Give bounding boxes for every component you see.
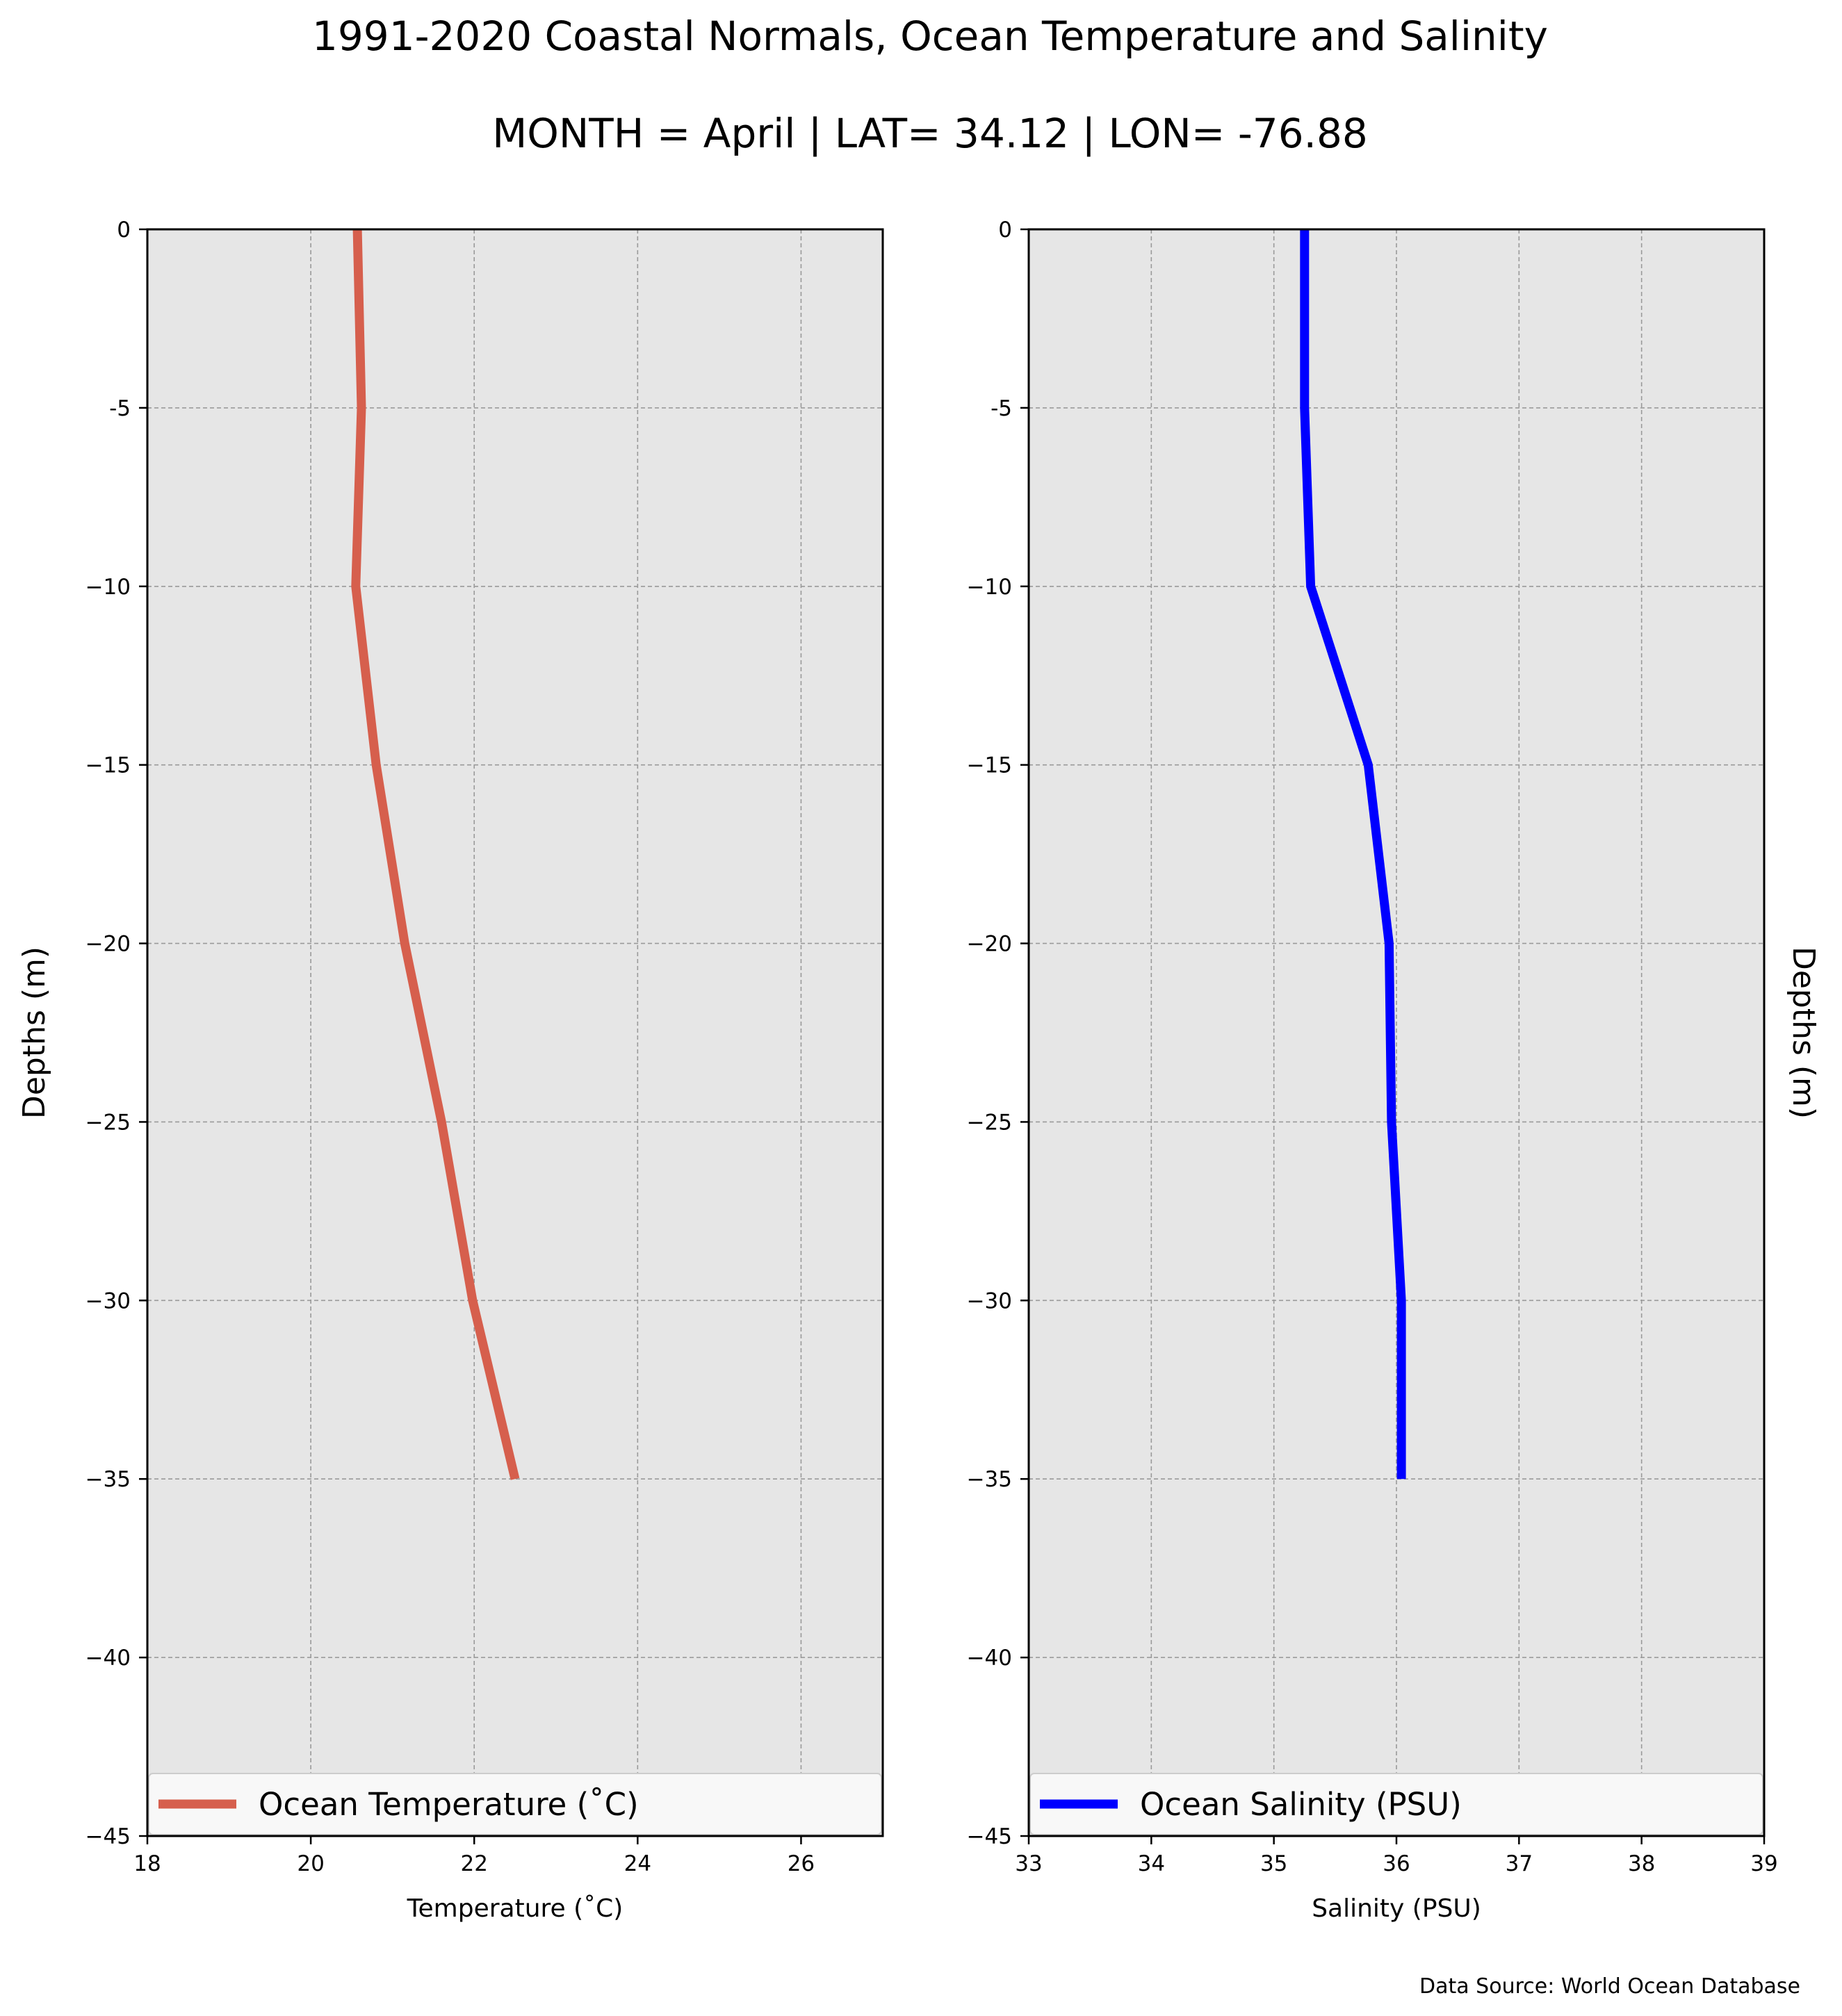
temperature-gridlines <box>147 229 883 1837</box>
salinity-legend: Ocean Salinity (PSU) <box>1029 1773 1763 1835</box>
temperature-y-tick-label: −10 <box>85 575 131 600</box>
temperature-y-axis-label: Depths (m) <box>17 946 52 1119</box>
temperature-y-tick-label: −25 <box>85 1110 131 1135</box>
data-source-note: Data Source: World Ocean Database <box>1419 1974 1800 1999</box>
salinity-y-tick-label: −20 <box>967 932 1012 957</box>
salinity-y-tick-label: −30 <box>967 1288 1012 1313</box>
salinity-y-tick-label: -5 <box>991 396 1012 421</box>
temperature-y-tick-label: −20 <box>85 932 131 957</box>
temperature-panel: Ocean Temperature (˚C) 18 20 22 24 26 0 -5 −10 −… <box>17 218 884 1923</box>
temperature-x-tick-label: 26 <box>788 1851 815 1876</box>
temperature-x-tick-label: 22 <box>460 1851 487 1876</box>
salinity-profile-line <box>1300 229 1406 1480</box>
salinity-x-tick-label: 37 <box>1506 1851 1533 1876</box>
temperature-y-tick-label: −15 <box>85 753 131 778</box>
salinity-y-tick-label: −35 <box>967 1467 1012 1492</box>
salinity-y-axis-label: Depths (m) <box>1786 946 1821 1119</box>
salinity-panel: Ocean Salinity (PSU) 33 34 35 36 37 38 39 0 -5 −1… <box>967 218 1821 1923</box>
temperature-y-tick-label: -5 <box>109 396 131 421</box>
temperature-axes-frame <box>146 228 884 1837</box>
salinity-x-tick-label: 33 <box>1015 1851 1042 1876</box>
temperature-y-tick-label: −45 <box>85 1824 131 1849</box>
temperature-series <box>351 229 520 1480</box>
salinity-series <box>1300 229 1406 1480</box>
salinity-y-tick-label: −40 <box>967 1646 1012 1671</box>
temperature-x-tick-label: 24 <box>624 1851 651 1876</box>
salinity-legend-box <box>1029 1773 1763 1835</box>
temperature-y-tick-label: 0 <box>117 218 131 243</box>
salinity-y-tick-label: −10 <box>967 575 1012 600</box>
temperature-legend-label: Ocean Temperature (˚C) <box>259 1786 639 1823</box>
temperature-y-tick-label: −40 <box>85 1646 131 1671</box>
temperature-plot-area <box>147 229 883 1836</box>
salinity-y-tick-label: −25 <box>967 1110 1012 1135</box>
figure-subtitle: MONTH = April | LAT= 34.12 | LON= -76.88 <box>492 110 1368 157</box>
temperature-x-tick-label: 20 <box>297 1851 324 1876</box>
salinity-x-tick-label: 34 <box>1138 1851 1165 1876</box>
temperature-y-tick-label: −35 <box>85 1467 131 1492</box>
temperature-x-tick-label: 18 <box>133 1851 161 1876</box>
temperature-ticks: 18 20 22 24 26 0 -5 −10 −15 −20 −25 −30 −35 −40 −45 <box>85 218 815 1876</box>
salinity-x-tick-label: 38 <box>1628 1851 1655 1876</box>
salinity-x-tick-label: 36 <box>1383 1851 1410 1876</box>
temperature-legend-box <box>148 1773 882 1835</box>
salinity-legend-label: Ocean Salinity (PSU) <box>1140 1786 1462 1823</box>
salinity-y-tick-label: −15 <box>967 753 1012 778</box>
temperature-profile-line <box>351 229 520 1480</box>
salinity-x-tick-label: 35 <box>1260 1851 1287 1876</box>
temperature-y-tick-label: −30 <box>85 1288 131 1313</box>
salinity-x-axis-label: Salinity (PSU) <box>1312 1894 1481 1923</box>
temperature-legend: Ocean Temperature (˚C) <box>148 1773 882 1835</box>
salinity-y-tick-label: 0 <box>998 218 1012 243</box>
salinity-y-tick-label: −45 <box>967 1824 1012 1849</box>
temperature-x-axis-label: Temperature (˚C) <box>407 1894 623 1923</box>
salinity-x-tick-label: 39 <box>1750 1851 1777 1876</box>
salinity-ticks: 33 34 35 36 37 38 39 0 -5 −10 −15 −20 −25 −30 −35 −40 −4… <box>967 218 1778 1876</box>
figure-title: 1991-2020 Coastal Normals, Ocean Tempera… <box>312 13 1548 60</box>
